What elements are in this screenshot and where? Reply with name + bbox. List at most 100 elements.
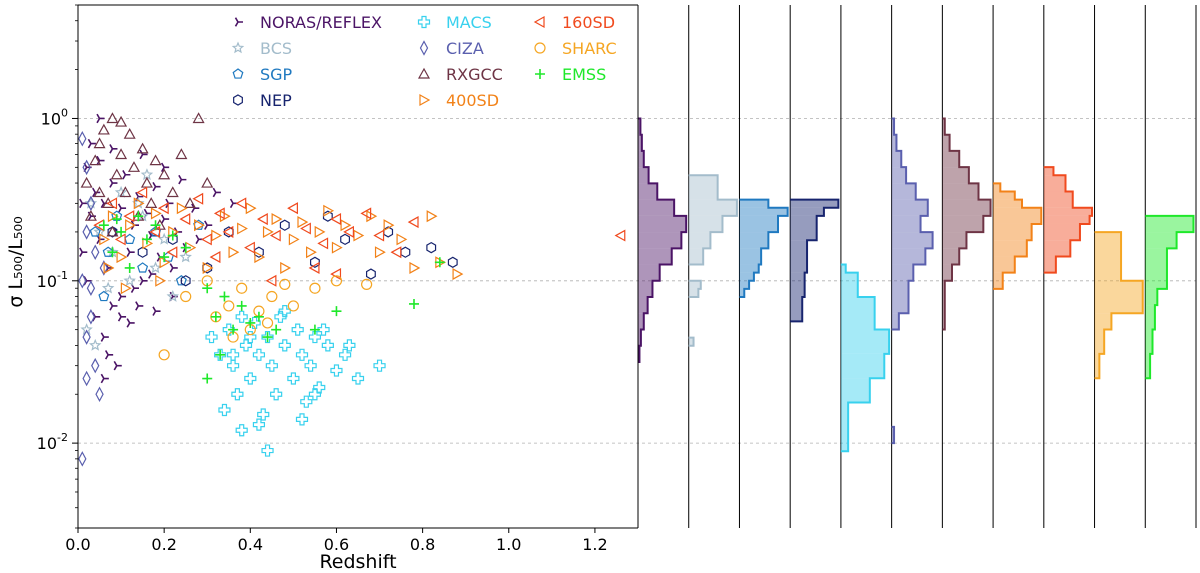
scatter-point bbox=[313, 381, 326, 394]
y-axis-title: σ L₅₀₀/L₅₀₀ bbox=[5, 216, 27, 307]
histogram-bar bbox=[1145, 353, 1151, 379]
scatter-point bbox=[139, 276, 148, 286]
scatter-point bbox=[159, 252, 170, 263]
scatter-point bbox=[89, 154, 102, 166]
scatter-point bbox=[100, 332, 109, 342]
histogram-bar bbox=[891, 264, 914, 281]
histogram-bar bbox=[993, 199, 1023, 208]
scatter-point bbox=[180, 290, 192, 303]
scatter-point bbox=[80, 323, 93, 335]
scatter-point bbox=[166, 186, 179, 198]
scatter-point bbox=[92, 187, 101, 198]
x-tick-label: 0.0 bbox=[65, 535, 90, 554]
scatter-point bbox=[343, 339, 356, 352]
histogram-bar bbox=[1043, 167, 1054, 176]
legend-label: RXGCC bbox=[446, 65, 503, 84]
scatter-point bbox=[96, 113, 105, 124]
scatter-point bbox=[148, 269, 157, 279]
scatter-point bbox=[136, 186, 148, 199]
scatter-point bbox=[211, 229, 223, 242]
scatter-point bbox=[113, 360, 122, 371]
scatter-points bbox=[78, 112, 626, 467]
scatter-point bbox=[330, 268, 342, 281]
histogram-bar bbox=[942, 199, 991, 216]
histogram-bar bbox=[739, 264, 759, 273]
histogram-bar bbox=[891, 199, 928, 216]
histogram-bar bbox=[638, 232, 682, 249]
scatter-point bbox=[245, 317, 256, 328]
scatter-point bbox=[235, 424, 248, 437]
scatter-point bbox=[99, 260, 109, 276]
scatter-point bbox=[124, 233, 136, 244]
series-emss bbox=[98, 211, 445, 384]
histogram-bar bbox=[790, 240, 808, 273]
scatter-point bbox=[226, 348, 240, 361]
scatter-point bbox=[231, 388, 244, 401]
scatter-point bbox=[366, 210, 378, 223]
scatter-point bbox=[210, 311, 221, 322]
scatter-point bbox=[126, 247, 135, 257]
legend-marker bbox=[534, 42, 546, 54]
scatter-point bbox=[102, 197, 115, 208]
histogram-bar bbox=[1043, 191, 1073, 208]
scatter-point bbox=[351, 372, 365, 385]
scatter-point bbox=[244, 372, 257, 385]
histogram-bar bbox=[840, 378, 870, 403]
scatter-point bbox=[244, 241, 255, 254]
scatter-point bbox=[256, 213, 268, 226]
scatter-point bbox=[169, 263, 178, 273]
histogram-bar bbox=[638, 280, 653, 298]
scatter-point bbox=[409, 298, 419, 309]
legend-marker bbox=[533, 15, 545, 29]
histogram-bar bbox=[1043, 207, 1093, 216]
scatter-point bbox=[117, 203, 127, 213]
histogram-bar bbox=[1094, 232, 1122, 281]
scatter-point bbox=[219, 291, 230, 302]
series-400sd bbox=[99, 197, 464, 295]
scatter-point bbox=[137, 246, 148, 258]
scatter-point bbox=[88, 338, 102, 351]
scatter-point bbox=[262, 225, 274, 238]
scatter-point bbox=[152, 181, 161, 192]
legend-marker bbox=[232, 68, 244, 79]
scatter-point bbox=[340, 233, 351, 246]
histogram-bar bbox=[739, 248, 762, 265]
histogram-bar bbox=[688, 280, 701, 289]
legend-entry: 160SD bbox=[533, 13, 615, 32]
scatter-point bbox=[91, 357, 100, 374]
histogram-bar bbox=[739, 272, 754, 281]
scatter-point bbox=[91, 244, 100, 260]
scatter-point bbox=[215, 349, 226, 360]
scatter-point bbox=[117, 312, 127, 322]
scatter-point bbox=[331, 241, 343, 254]
legend-marker bbox=[417, 15, 431, 29]
scatter-point bbox=[223, 300, 235, 312]
histogram-bar bbox=[891, 134, 897, 151]
scatter-point bbox=[287, 300, 299, 312]
scatter-point bbox=[309, 282, 321, 294]
scatter-point bbox=[106, 225, 119, 237]
histogram-bar bbox=[790, 207, 824, 216]
histogram-bar bbox=[739, 232, 769, 249]
scatter-point bbox=[426, 241, 437, 254]
scatter-point bbox=[98, 290, 110, 302]
scatter-point bbox=[407, 216, 419, 229]
scatter-point bbox=[93, 137, 106, 149]
series-bcs bbox=[80, 168, 192, 351]
histogram-outline bbox=[1145, 214, 1195, 380]
scatter-point bbox=[106, 112, 119, 124]
histogram-bar bbox=[891, 167, 907, 184]
scatter-point bbox=[396, 233, 408, 246]
scatter-point bbox=[101, 281, 115, 294]
scatter-point bbox=[331, 306, 342, 317]
histogram-bar bbox=[688, 199, 737, 216]
histogram-bar bbox=[688, 288, 699, 298]
scatter-point bbox=[228, 246, 240, 259]
scatter-point bbox=[179, 250, 192, 263]
scatter-point bbox=[120, 282, 132, 295]
histogram-bar bbox=[840, 272, 858, 298]
legend-label: SHARC bbox=[562, 39, 617, 58]
legend-label: 400SD bbox=[446, 91, 499, 110]
legend-label: SGP bbox=[260, 65, 293, 84]
x-tick-label: 0.4 bbox=[238, 535, 263, 554]
